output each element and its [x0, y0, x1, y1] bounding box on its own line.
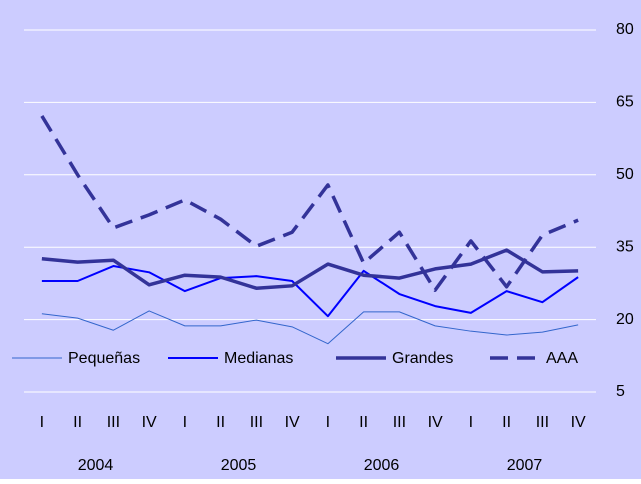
series-line	[41, 248, 579, 290]
x-tick-label: I	[326, 414, 330, 431]
y-tick-label: 65	[616, 94, 634, 111]
x-tick-label: III	[250, 414, 263, 431]
x-tick-label: I	[40, 414, 44, 431]
x-group-label: 2005	[221, 457, 257, 474]
series-line	[41, 310, 579, 345]
x-group-label: 2006	[364, 457, 400, 474]
x-tick-label: IV	[571, 414, 586, 431]
x-tick-label: IV	[285, 414, 300, 431]
y-tick-label: 35	[616, 238, 634, 255]
x-tick-label: I	[469, 414, 473, 431]
y-tick-label: 50	[616, 166, 634, 183]
x-tick-label: III	[393, 414, 406, 431]
x-tick-label: II	[216, 414, 225, 431]
x-tick-label: II	[73, 414, 82, 431]
y-tick-label: 5	[616, 383, 625, 400]
x-tick-label: IV	[142, 414, 157, 431]
legend-label: AAA	[546, 350, 578, 367]
x-tick-label: IV	[428, 414, 443, 431]
legend-label: Medianas	[224, 350, 293, 367]
x-group-label: 2004	[78, 457, 114, 474]
x-group-label: 2007	[507, 457, 543, 474]
series-line	[40, 115, 579, 292]
x-tick-label: II	[502, 414, 511, 431]
x-tick-label: III	[107, 414, 120, 431]
y-tick-label: 20	[616, 311, 634, 328]
x-tick-label: I	[183, 414, 187, 431]
legend-label: Pequeñas	[68, 350, 140, 367]
x-tick-label: II	[359, 414, 368, 431]
series-line	[41, 265, 579, 318]
legend-label: Grandes	[392, 350, 453, 367]
x-tick-label: III	[536, 414, 549, 431]
y-tick-label: 80	[616, 21, 634, 38]
